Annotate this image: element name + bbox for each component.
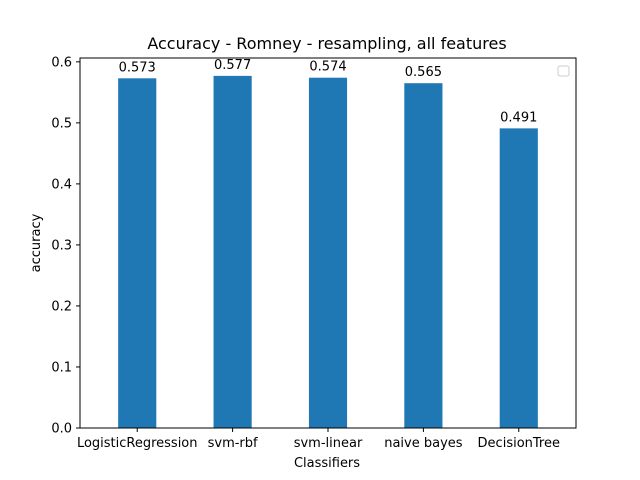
y-tick-label: 0.0: [51, 422, 72, 437]
bar-value-label: 0.565: [405, 65, 442, 80]
x-tick-label: naive bayes: [384, 436, 463, 451]
x-tick-label: LogisticRegression: [77, 436, 198, 451]
plot-frame: [79, 57, 577, 429]
y-tick-label: 0.3: [51, 238, 72, 253]
chart-title: Accuracy - Romney - resampling, all feat…: [147, 34, 506, 53]
y-tick-label: 0.1: [51, 360, 72, 375]
bar-svm-linear: [308, 77, 348, 428]
y-tick-label: 0.6: [51, 55, 72, 70]
bar-logisticregression: [118, 78, 157, 428]
bar-value-label: 0.574: [309, 60, 346, 75]
bar-value-label: 0.491: [500, 110, 537, 125]
bar-svm-rbf: [213, 75, 252, 428]
y-axis-label: accuracy: [29, 213, 44, 272]
axes-layer: LogisticRegression svm-rbf svm-linear naive…: [51, 55, 560, 451]
y-tick-label: 0.4: [51, 177, 72, 192]
y-tick-label: 0.5: [51, 116, 72, 131]
x-tick-label: svm-rbf: [208, 436, 258, 451]
bar-decisiontree: [499, 128, 538, 428]
bar-value-label: 0.573: [119, 60, 156, 75]
y-tick-label: 0.2: [51, 299, 72, 314]
x-tick-label: svm-linear: [294, 436, 363, 451]
legend-box: [557, 65, 570, 77]
x-tick-label: DecisionTree: [478, 436, 560, 451]
bar-naive-bayes: [404, 83, 443, 428]
bars-layer: 0.573 0.577 0.574 0.565 0.491: [118, 58, 538, 428]
x-axis-label: Classifiers: [294, 456, 360, 471]
bar-value-label: 0.577: [214, 58, 251, 73]
